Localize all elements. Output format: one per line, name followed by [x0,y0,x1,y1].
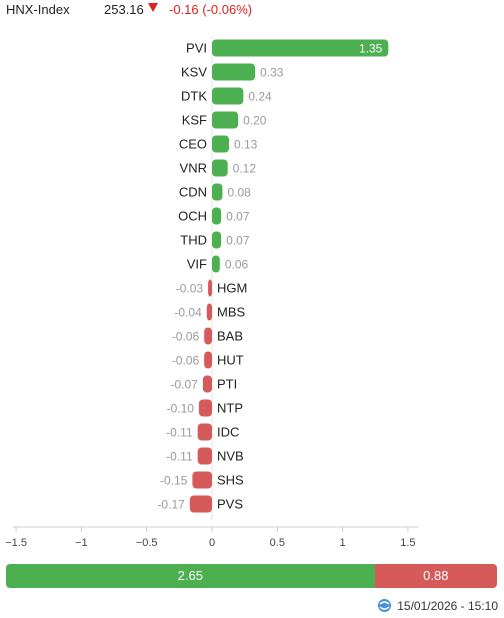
category-label-shs: SHS [217,473,244,488]
bar-vif [212,255,220,273]
bar-dtk [212,87,244,105]
category-label-ksf: KSF [182,113,207,128]
bar-vnr [212,159,228,177]
footer: 15/01/2026 - 15:10 [377,598,498,613]
x-tick-label: −1 [75,537,88,549]
category-label-dtk: DTK [181,89,207,104]
value-label-shs: -0.15 [160,474,188,488]
negative-total-label: 0.88 [423,568,449,583]
x-tick-label: 0.5 [270,537,285,549]
bar-pti [202,375,212,393]
x-tick-label: 1 [340,537,346,549]
x-tick-label: −0.5 [136,537,158,549]
triangle-down-icon [148,3,158,12]
category-label-vif: VIF [187,257,207,272]
category-label-bab: BAB [217,329,243,344]
category-label-pvi: PVI [186,41,207,56]
index-name: HNX-Index [6,2,70,17]
category-label-ksv: KSV [181,65,207,80]
index-change: -0.16 (-0.06%) [169,2,253,17]
category-label-ntp: NTP [217,401,243,416]
category-label-vnr: VNR [180,161,207,176]
bar-hut [204,351,212,369]
value-label-hgm: -0.03 [176,282,204,296]
category-label-hgm: HGM [217,281,247,296]
bar-cdn [212,183,223,201]
value-label-ksf: 0.20 [243,114,267,128]
bar-ceo [212,135,229,153]
value-label-dtk: 0.24 [248,90,272,104]
bar-mbs [206,303,212,321]
negative-total-segment: 0.88 [374,564,497,588]
value-label-ntp: -0.10 [167,402,195,416]
x-tick-label: −1.5 [5,537,27,549]
index-value: 253.16 [104,2,144,17]
category-label-thd: THD [180,233,207,248]
bar-hgm [208,279,212,297]
positive-total-label: 2.65 [177,568,203,583]
positive-total-segment: 2.65 [6,564,375,588]
value-label-ksv: 0.33 [260,66,284,80]
category-label-ceo: CEO [179,137,207,152]
value-label-hut: -0.06 [172,354,200,368]
value-label-idc: -0.11 [166,426,193,440]
x-tick-label: 1.5 [400,537,415,549]
contribution-bar-chart: PVI 1.35 KSV 0.33 DTK 0.24 KSF 0.20 CEO 0.13 VNR 0.… [5,36,418,549]
timestamp: 15/01/2026 - 15:10 [397,598,498,613]
bar-ksv [212,63,256,81]
category-label-och: OCH [178,209,207,224]
bar-thd [212,231,222,249]
value-label-pti: -0.07 [170,378,198,392]
category-label-hut: HUT [217,353,244,368]
summary-bar: 2.65 0.88 [6,564,497,588]
category-label-cdn: CDN [179,185,207,200]
category-label-mbs: MBS [217,305,246,320]
value-label-vif: 0.06 [225,258,249,272]
value-label-vnr: 0.12 [233,162,257,176]
value-label-nvb: -0.11 [166,450,193,464]
bar-ksf [212,111,239,129]
bar-pvs [189,495,212,513]
bar-shs [192,471,212,489]
value-label-ceo: 0.13 [234,138,258,152]
bar-och [212,207,222,225]
value-label-och: 0.07 [226,210,250,224]
bar-idc [197,423,212,441]
bar-ntp [198,399,212,417]
refresh-globe-icon[interactable] [377,598,392,613]
bar-bab [204,327,212,345]
x-tick-label: 0 [209,537,215,549]
bar-pvi [212,39,389,57]
value-label-pvi: 1.35 [359,42,383,56]
value-label-cdn: 0.08 [227,186,251,200]
category-label-nvb: NVB [217,449,244,464]
category-label-pvs: PVS [217,497,243,512]
value-label-pvs: -0.17 [157,498,185,512]
value-label-bab: -0.06 [172,330,200,344]
category-label-pti: PTI [217,377,237,392]
value-label-thd: 0.07 [226,234,250,248]
category-label-idc: IDC [217,425,239,440]
bar-nvb [197,447,212,465]
value-label-mbs: -0.04 [174,306,202,320]
